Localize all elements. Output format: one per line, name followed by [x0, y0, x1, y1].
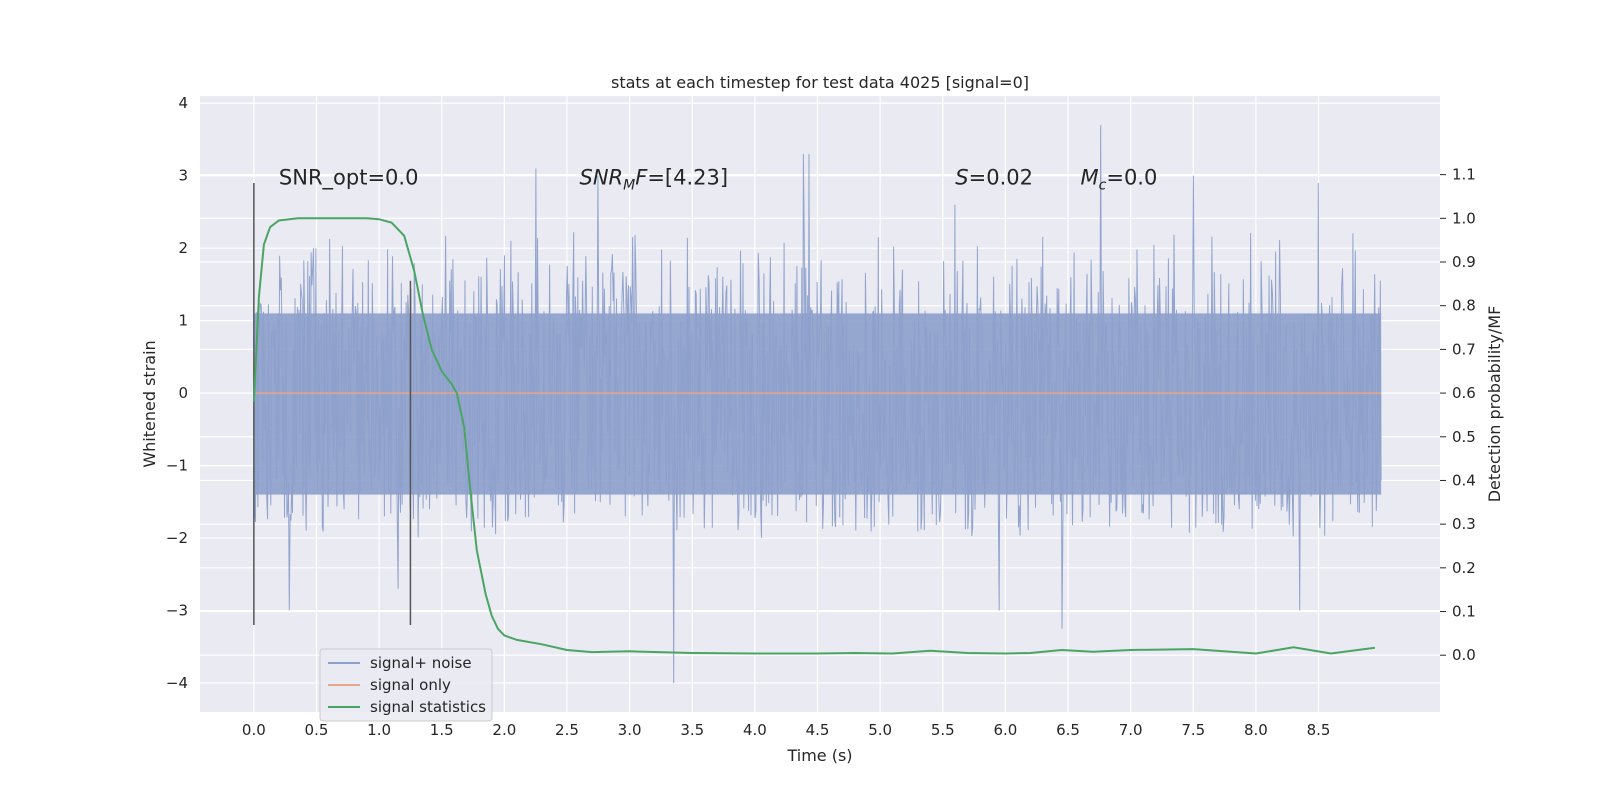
y2-axis-label: Detection probability/MF — [1485, 306, 1504, 503]
y2-tick-label: 0.5 — [1452, 428, 1476, 446]
x-tick-label: 3.5 — [680, 721, 704, 739]
x-tick-label: 6.5 — [1056, 721, 1080, 739]
y2-tick-label: 0.7 — [1452, 340, 1476, 358]
x-tick-label: 8.0 — [1244, 721, 1268, 739]
x-tick-label: 0.5 — [305, 721, 329, 739]
annotation-snr-mf: SNRMF=[4.23] — [580, 166, 729, 194]
y-tick-label: 4 — [178, 94, 188, 112]
tick-labels: 0.0 0.5 1.0 1.5 2.0 2.5 3.0 3.5 4.0 4.5 5.0 5.5 6.0 6… — [166, 94, 1476, 739]
y2-tick-label: 0.9 — [1452, 253, 1476, 271]
x-tick-label: 8.5 — [1307, 721, 1331, 739]
legend-label-noise: signal+ noise — [370, 654, 472, 672]
annotation-snr-opt: SNR_opt=0.0 — [279, 166, 419, 191]
x-tick-label: 5.0 — [868, 721, 892, 739]
x-tick-label: 4.0 — [743, 721, 767, 739]
event-markers — [253, 182, 412, 626]
x-tick-label: 2.5 — [555, 721, 579, 739]
y-tick-label: 2 — [178, 239, 188, 257]
y2-tick-label: 0.4 — [1452, 471, 1476, 489]
y-tick-label: 0 — [178, 384, 188, 402]
x-tick-label: 7.5 — [1181, 721, 1205, 739]
y-axis-label: Whitened strain — [140, 340, 159, 467]
y2-tick-label: 1.0 — [1452, 209, 1476, 227]
y2-tick-label: 0.3 — [1452, 515, 1476, 533]
legend-box — [319, 648, 493, 722]
x-tick-label: 5.5 — [931, 721, 955, 739]
annotation-mc: Mc=0.0 — [1081, 166, 1158, 194]
x-tick-label: 1.0 — [367, 721, 391, 739]
legend-label-signal-only: signal only — [370, 676, 451, 694]
y2-tick-label: 0.8 — [1452, 297, 1476, 315]
y2-tick-label: 0.1 — [1452, 603, 1476, 621]
legend-label-detection: signal statistics — [370, 698, 486, 716]
annotations: SNR_opt=0.0 SNRMF=[4.23] S=0.02 Mc=0.0 — [279, 166, 1157, 194]
y-tick-label: −4 — [166, 674, 188, 692]
x-tick-label: 1.5 — [430, 721, 454, 739]
detection-line — [252, 217, 1376, 655]
y-tick-label: −1 — [166, 457, 188, 475]
x-tick-label: 4.5 — [806, 721, 830, 739]
x-tick-label: 2.0 — [492, 721, 516, 739]
annotation-s-stat: S=0.02 — [955, 166, 1033, 190]
y2-tick-label: 0.0 — [1452, 646, 1476, 664]
y2-tick-label: 1.1 — [1452, 166, 1476, 184]
noise-series — [253, 124, 1382, 684]
y2-tick-label: 0.2 — [1452, 559, 1476, 577]
noise-line — [253, 124, 1382, 684]
y2-tick-label: 0.6 — [1452, 384, 1476, 402]
legend: signal+ noise signal only signal statist… — [319, 648, 493, 722]
y-tick-label: −2 — [166, 529, 188, 547]
detection-series — [252, 217, 1376, 655]
y-tick-label: −3 — [166, 602, 188, 620]
chart-title: stats at each timestep for test data 402… — [611, 73, 1029, 92]
x-axis-label: Time (s) — [786, 746, 852, 765]
y-tick-label: 3 — [178, 167, 188, 185]
x-tick-label: 6.0 — [993, 721, 1017, 739]
x-tick-label: 7.0 — [1119, 721, 1143, 739]
x-tick-label: 0.0 — [242, 721, 266, 739]
y-tick-label: 1 — [178, 312, 188, 330]
x-tick-label: 3.0 — [618, 721, 642, 739]
